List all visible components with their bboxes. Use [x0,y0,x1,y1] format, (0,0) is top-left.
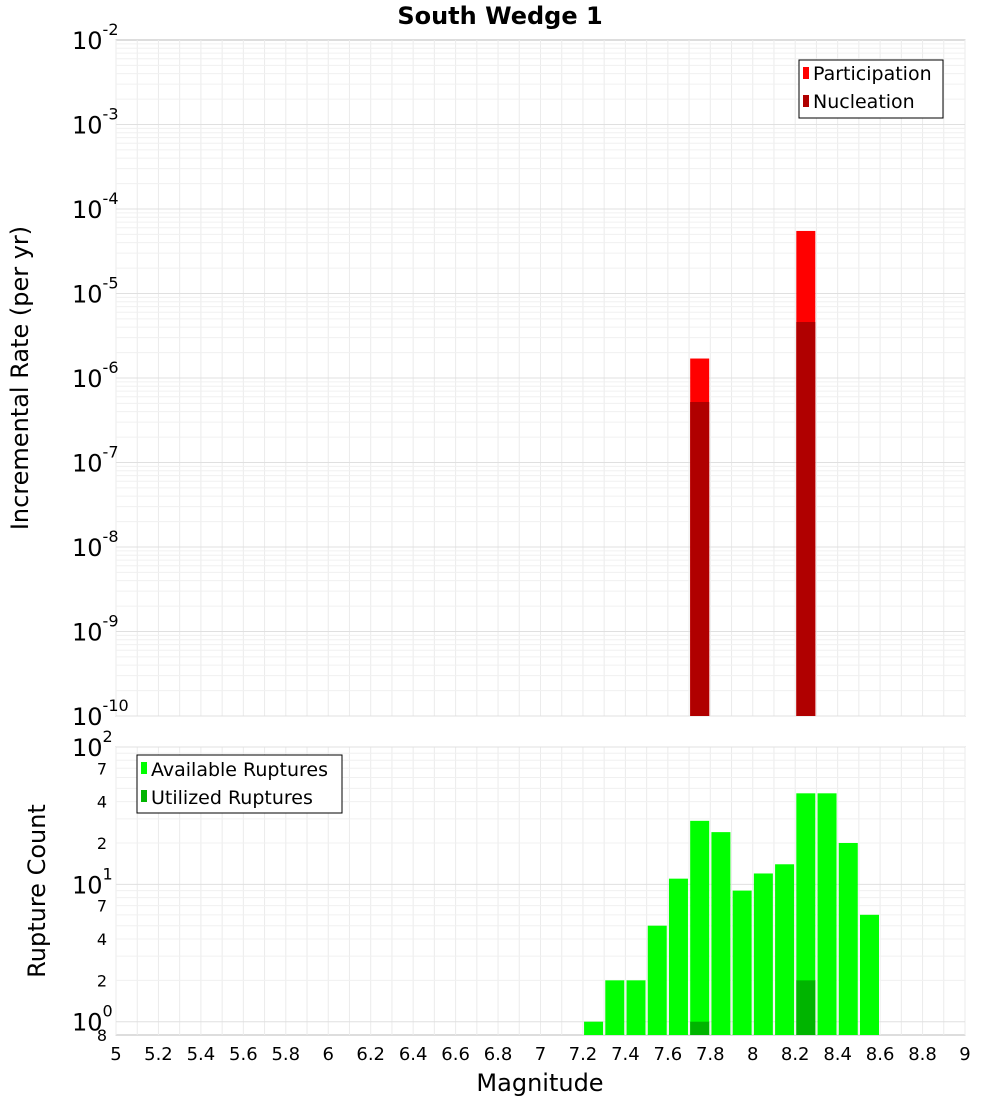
y-tick-minor-label: 8 [97,1026,107,1045]
bar-available-ruptures [711,832,731,1035]
x-tick-label: 7 [535,1044,546,1065]
top-grid [115,40,966,717]
bar-available-ruptures [584,1021,604,1035]
y-tick-minor-label: 4 [97,793,107,812]
y-tick-label: 10-10 [72,696,129,731]
chart-title: South Wedge 1 [397,2,602,30]
bar-available-ruptures [838,843,858,1035]
bar-available-ruptures [668,878,688,1035]
bar-utilized-ruptures [796,980,816,1035]
y-tick-label: 10-3 [72,105,119,140]
x-tick-label: 5 [110,1044,121,1065]
bar-available-ruptures [647,925,667,1035]
y-tick-label: 10-4 [72,189,119,224]
bar-nucleation [690,401,710,716]
x-tick-label: 7.6 [654,1044,683,1065]
top-bars [690,230,816,717]
x-tick-label: 6 [323,1044,334,1065]
y-tick-label: 102 [72,727,113,762]
legend-label-nucleation: Nucleation [813,91,915,113]
bottom-legend-box [136,754,343,814]
x-tick-label: 8.4 [823,1044,852,1065]
bar-available-ruptures [859,914,879,1035]
x-tick-label: 7.4 [611,1044,640,1065]
bar-available-ruptures [796,793,816,1035]
bottom-y-ticks: 100 101 102 8 2 4 7 2 4 7 [72,727,113,1045]
x-tick-label: 7.8 [696,1044,725,1065]
legend-swatch-nucleation [803,95,809,107]
bar-nucleation [796,321,816,716]
y-tick-label: 100 [72,1002,113,1037]
top-y-axis-label: Incremental Rate (per yr) [6,226,34,530]
top-legend-box [798,59,944,119]
legend-label-participation: Participation [813,63,932,85]
x-tick-label: 6.4 [399,1044,428,1065]
x-tick-label: 6.8 [484,1044,513,1065]
x-axis-label: Magnitude [476,1069,603,1097]
x-tick-label: 5.6 [229,1044,258,1065]
x-tick-label: 8.2 [781,1044,810,1065]
bar-available-ruptures [817,793,837,1035]
bar-available-ruptures [753,873,773,1035]
top-y-ticks: 10-10 10-9 10-8 10-7 10-6 10-5 10-4 10-3 10-2 [72,20,129,731]
bar-available-ruptures [690,820,710,1035]
y-tick-label: 10-7 [72,443,119,478]
y-tick-label: 10-9 [72,612,119,647]
x-tick-label: 5.4 [187,1044,216,1065]
legend-label-available: Available Ruptures [151,759,328,781]
x-tick-label: 6.6 [441,1044,470,1065]
legend-swatch-available [141,762,147,774]
x-tick-label: 7.2 [569,1044,598,1065]
bar-available-ruptures [626,980,646,1035]
x-tick-label: 5.2 [144,1044,173,1065]
y-tick-minor-label: 2 [97,971,107,990]
bar-utilized-ruptures [690,1021,710,1035]
legend-swatch-participation [803,67,809,79]
bar-available-ruptures [775,864,795,1035]
legend-label-utilized: Utilized Ruptures [151,787,313,809]
y-tick-minor-label: 4 [97,930,107,949]
bar-available-ruptures [605,980,625,1035]
bottom-y-axis-label: Rupture Count [23,804,51,978]
x-tick-label: 9 [959,1044,970,1065]
y-tick-label: 10-6 [72,358,119,393]
x-tick-label: 6.2 [356,1044,385,1065]
x-tick-label: 5.8 [271,1044,300,1065]
y-tick-label: 10-5 [72,274,119,309]
y-tick-minor-label: 2 [97,834,107,853]
bottom-legend: Available Ruptures Utilized Ruptures [136,754,343,814]
y-tick-minor-label: 7 [97,897,107,916]
bottom-bars [584,793,879,1035]
y-tick-label: 10-8 [72,527,119,562]
x-tick-label: 8 [747,1044,758,1065]
bar-available-ruptures [732,890,752,1035]
top-legend: Participation Nucleation [798,59,944,119]
x-tick-label: 8.8 [908,1044,937,1065]
y-tick-label: 101 [72,864,113,899]
x-ticks: 5 5.2 5.4 5.6 5.8 6 6.2 6.4 6.6 6.8 7 7.2 7.4 7.6 7.8 8… [110,1044,970,1065]
x-tick-label: 8.6 [866,1044,895,1065]
y-tick-label: 10-2 [72,20,119,55]
y-tick-minor-label: 7 [97,759,107,778]
legend-swatch-utilized [141,790,147,802]
